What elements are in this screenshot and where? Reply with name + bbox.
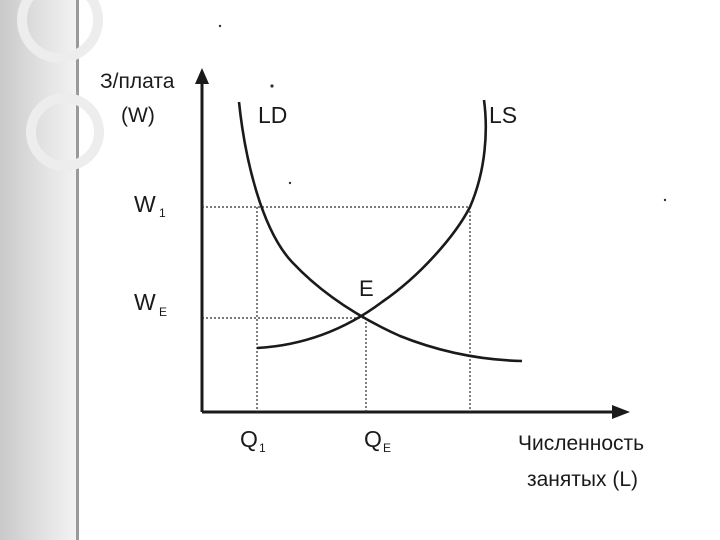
y-axis-label-line1: З/плата xyxy=(100,70,175,93)
y-axis-arrow xyxy=(195,68,209,84)
side-band-edge xyxy=(76,0,79,540)
curves xyxy=(237,99,523,363)
x-axis-label-line1: Численность xyxy=(518,432,644,455)
axes xyxy=(195,68,630,419)
demand-curve-label: LD xyxy=(258,102,287,128)
wage-eq-label: W xyxy=(134,289,156,315)
wage-eq-tick-label: W E xyxy=(134,289,167,319)
qty-low-tick-label: Q 1 xyxy=(240,426,266,455)
x-axis-arrow xyxy=(612,405,630,419)
decorative-side-band xyxy=(0,0,78,540)
wage-high-tick-label: W 1 xyxy=(134,191,166,220)
wage-high-subscript: 1 xyxy=(159,206,166,220)
demand-curve-ld xyxy=(237,101,523,363)
qty-low-label: Q xyxy=(240,426,258,452)
wage-high-label: W xyxy=(134,191,156,217)
qty-eq-subscript: E xyxy=(383,441,391,455)
qty-eq-tick-label: Q E xyxy=(364,426,391,455)
wage-eq-subscript: E xyxy=(159,305,167,319)
equilibrium-label: E xyxy=(359,276,374,301)
qty-low-subscript: 1 xyxy=(259,441,266,455)
decorative-circles xyxy=(17,0,104,171)
supply-curve-label: LS xyxy=(489,102,517,128)
guide-lines xyxy=(202,206,471,412)
y-axis-label-line2: (W) xyxy=(121,104,155,127)
scan-specks xyxy=(218,24,667,202)
x-axis-label-line2: занятых (L) xyxy=(527,468,638,491)
supply-curve-ls xyxy=(256,99,488,350)
qty-eq-label: Q xyxy=(364,426,382,452)
